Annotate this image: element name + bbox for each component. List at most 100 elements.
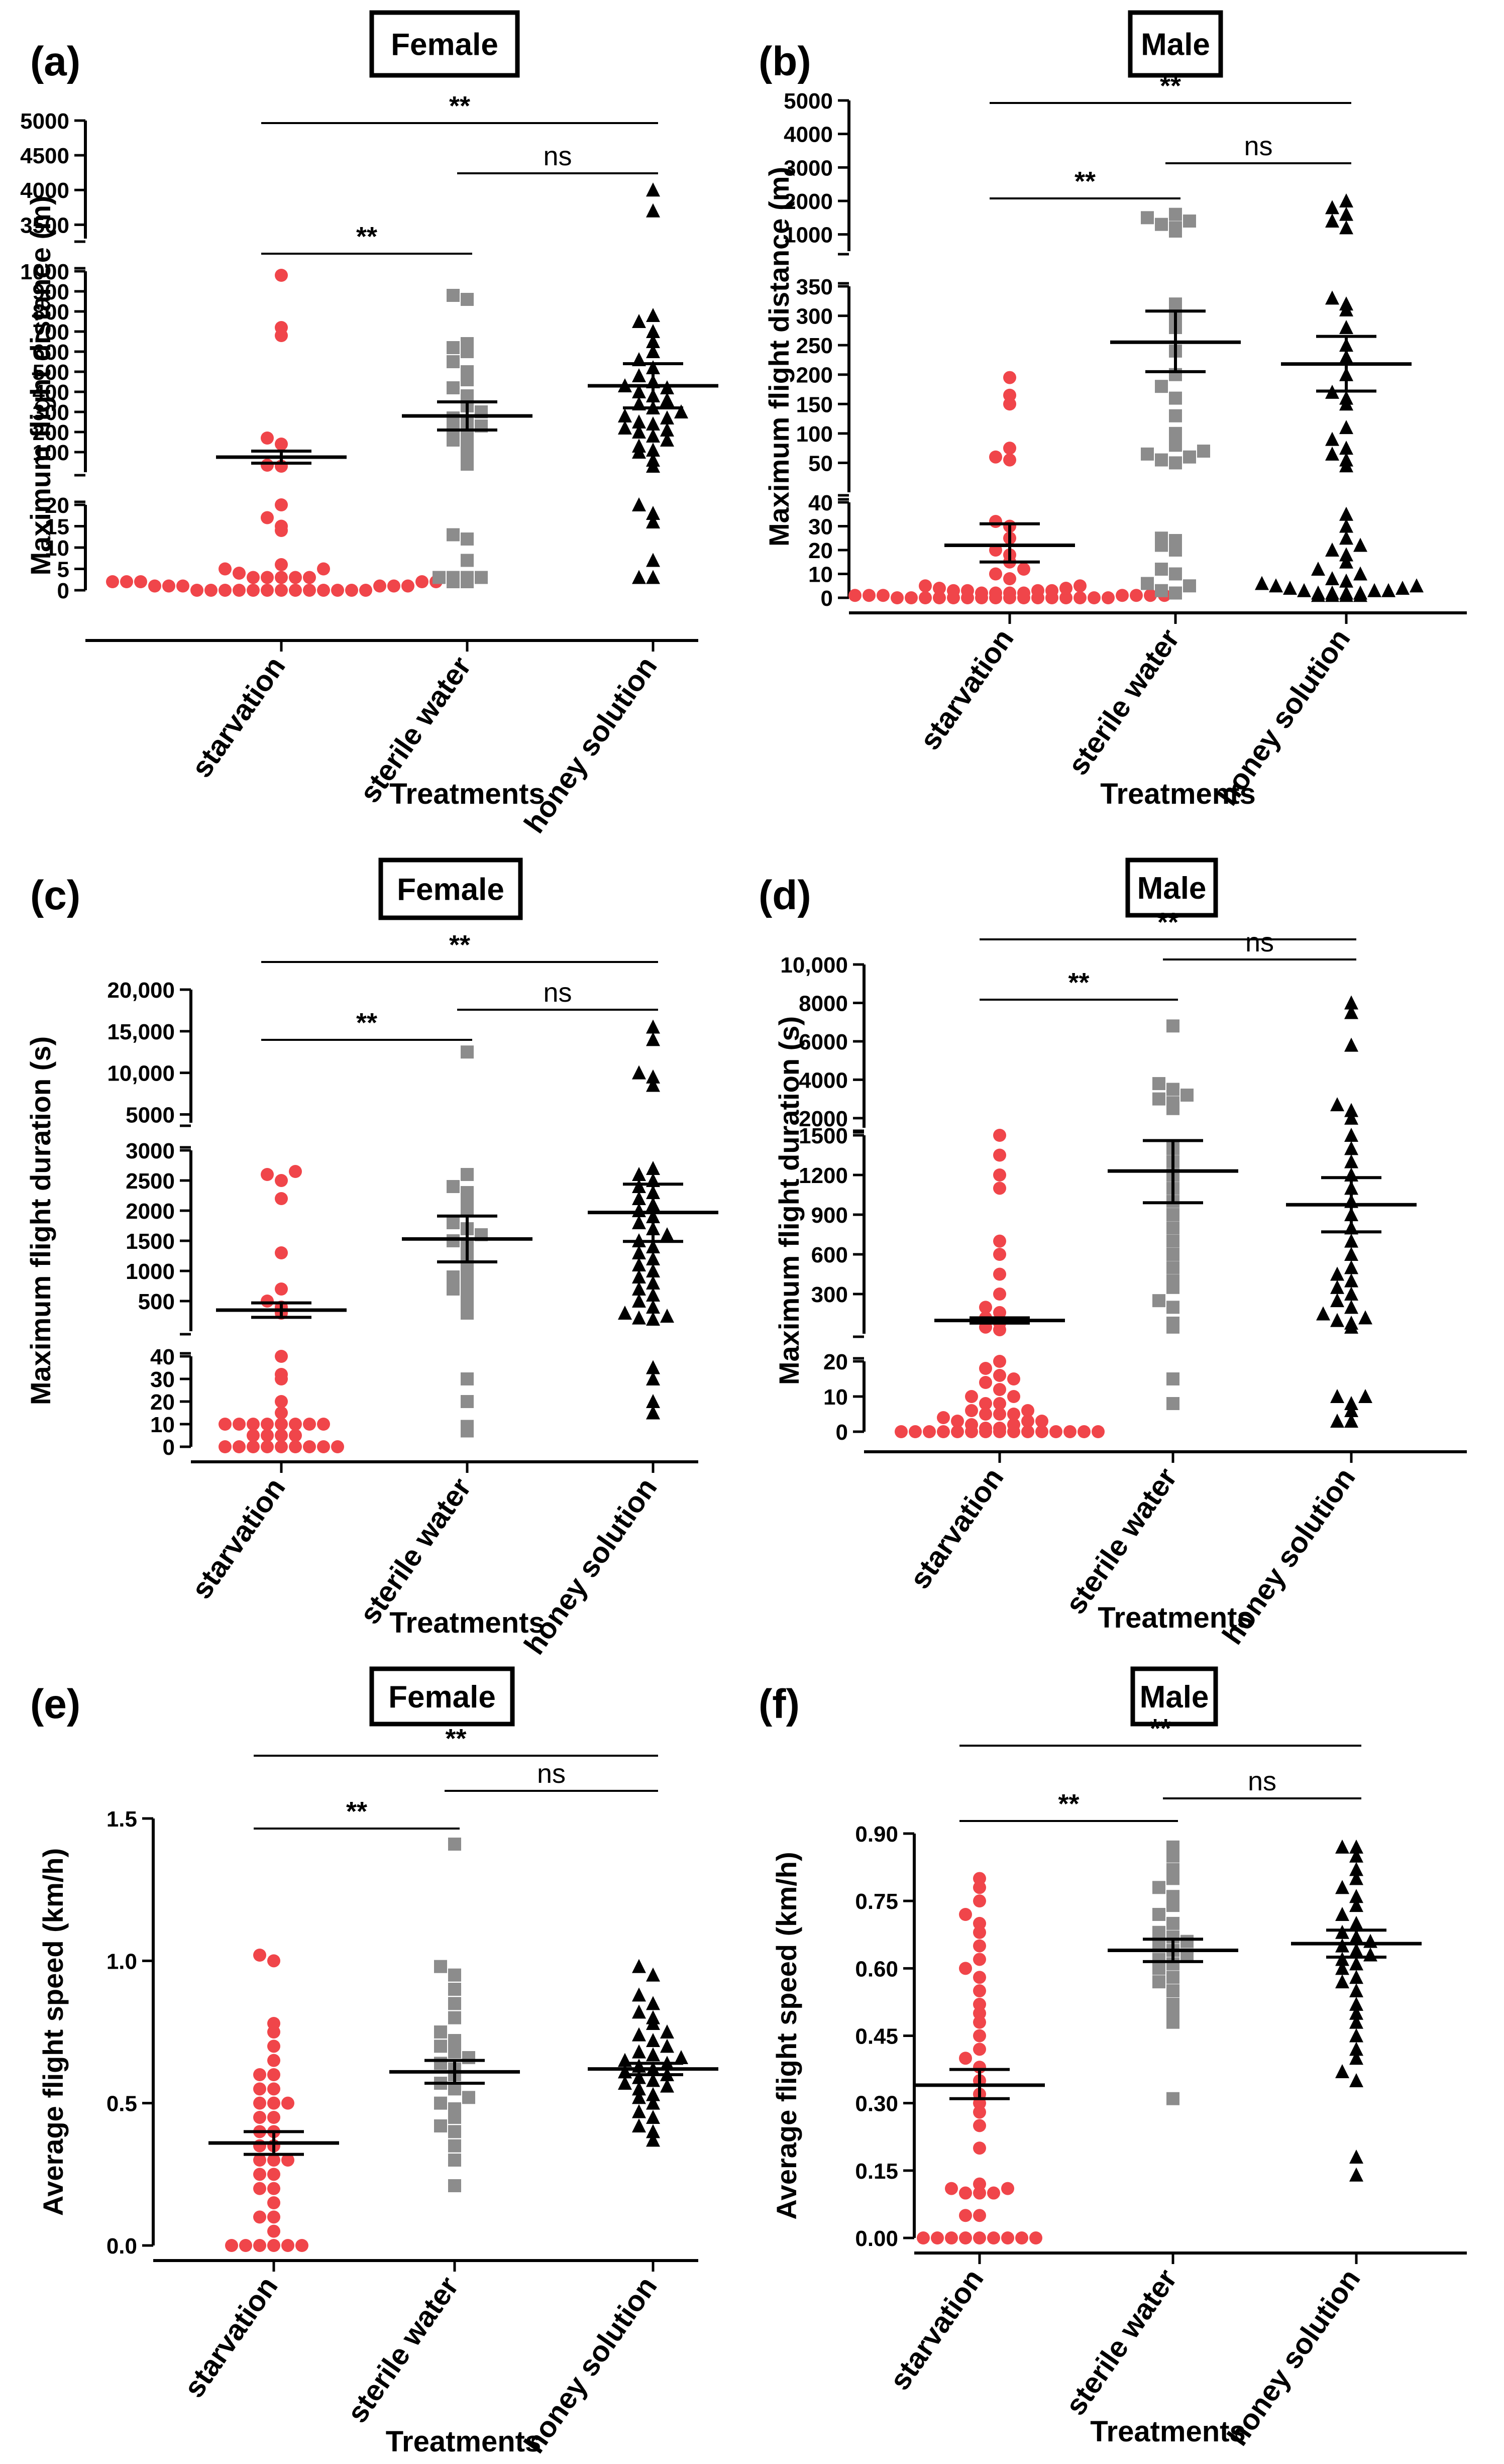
data-point — [1339, 547, 1353, 562]
data-point — [1045, 584, 1058, 597]
data-point — [993, 1408, 1006, 1421]
data-point — [646, 443, 660, 457]
series-sterile-water — [1108, 1840, 1238, 2105]
data-point — [973, 1971, 986, 1984]
significance-label: ** — [445, 1724, 466, 1754]
data-point — [919, 591, 932, 604]
data-point — [247, 1429, 260, 1442]
data-point — [1410, 578, 1424, 593]
data-point — [275, 519, 288, 533]
data-point — [1344, 1273, 1358, 1288]
data-point — [1021, 1404, 1034, 1417]
data-point — [1169, 534, 1182, 547]
data-point — [415, 575, 428, 588]
chart-title: Male — [1137, 871, 1207, 906]
title-box — [1125, 858, 1218, 918]
data-point — [632, 1310, 646, 1325]
data-point — [317, 562, 330, 576]
data-point — [448, 2034, 461, 2047]
data-point — [1325, 446, 1339, 461]
data-point — [233, 1418, 246, 1431]
data-point — [1344, 1141, 1358, 1155]
data-point — [1344, 1233, 1358, 1248]
y-tick-label: 0.00 — [855, 2226, 898, 2251]
data-point — [1152, 1925, 1165, 1939]
y-tick-label: 500 — [138, 1290, 175, 1314]
data-point — [462, 2051, 475, 2064]
data-point — [1339, 518, 1353, 533]
data-point — [1130, 589, 1143, 602]
data-point — [1335, 1924, 1349, 1939]
data-point — [646, 1263, 660, 1277]
data-point — [267, 1954, 280, 1968]
data-point — [317, 584, 330, 597]
y-tick-label: 40 — [150, 1345, 175, 1369]
data-point — [1349, 2167, 1363, 2182]
data-point — [632, 1167, 646, 1181]
data-point — [646, 428, 660, 443]
data-point — [646, 1275, 660, 1290]
data-point — [275, 1395, 288, 1408]
data-point — [973, 1984, 986, 1998]
data-point — [973, 1953, 986, 1966]
data-point — [261, 1440, 274, 1453]
data-point — [632, 1191, 646, 1205]
data-point — [1003, 388, 1016, 402]
data-point — [660, 2078, 674, 2093]
data-point — [261, 511, 274, 524]
data-point — [317, 1440, 330, 1453]
data-point — [1166, 1274, 1179, 1288]
data-point — [1330, 1097, 1344, 1112]
data-point — [448, 2179, 461, 2192]
data-point — [975, 586, 988, 600]
y-tick-label: 1500 — [126, 1229, 175, 1254]
data-point — [965, 1390, 978, 1403]
data-point — [1001, 2231, 1014, 2244]
data-point — [447, 571, 460, 584]
data-point — [462, 2091, 475, 2104]
data-point — [1363, 1934, 1377, 1948]
data-point — [923, 1425, 936, 1438]
data-point — [863, 589, 876, 602]
significance-label: ** — [1160, 71, 1181, 101]
data-point — [1335, 1880, 1349, 1894]
data-point — [937, 1411, 950, 1424]
data-point — [317, 1418, 330, 1431]
data-point — [1166, 1372, 1179, 1385]
y-tick-label: 300 — [796, 304, 833, 329]
data-point — [917, 2231, 930, 2244]
data-point — [1169, 221, 1182, 235]
data-point — [275, 498, 288, 511]
data-point — [1325, 543, 1339, 557]
data-point — [1166, 1890, 1179, 1903]
data-point — [646, 1300, 660, 1314]
data-point — [1339, 320, 1353, 334]
series-sterile-water — [1110, 207, 1241, 600]
data-point — [646, 2010, 660, 2024]
data-point — [1183, 450, 1196, 464]
data-point — [275, 1406, 288, 1420]
data-point — [646, 1032, 660, 1046]
data-point — [448, 1968, 461, 1982]
data-point — [1269, 578, 1283, 593]
data-point — [1152, 1294, 1165, 1308]
data-point — [1330, 1293, 1344, 1308]
data-point — [993, 1168, 1006, 1182]
data-point — [253, 2096, 266, 2110]
series-starvation — [848, 371, 1171, 604]
y-tick-label: 1.5 — [106, 1807, 137, 1832]
title-box — [378, 858, 523, 920]
data-point — [448, 1838, 461, 1851]
data-point — [461, 1045, 474, 1059]
y-tick-label: 20 — [45, 493, 69, 518]
data-point — [632, 1959, 646, 1973]
data-point — [1339, 530, 1353, 545]
data-point — [905, 591, 918, 604]
data-point — [646, 1394, 660, 1408]
data-point — [1344, 1128, 1358, 1142]
data-point — [1349, 1956, 1363, 1971]
data-point — [331, 584, 344, 597]
x-tick-label: sterile water — [1059, 2263, 1183, 2421]
data-point — [979, 1376, 992, 1389]
data-point — [461, 571, 474, 584]
